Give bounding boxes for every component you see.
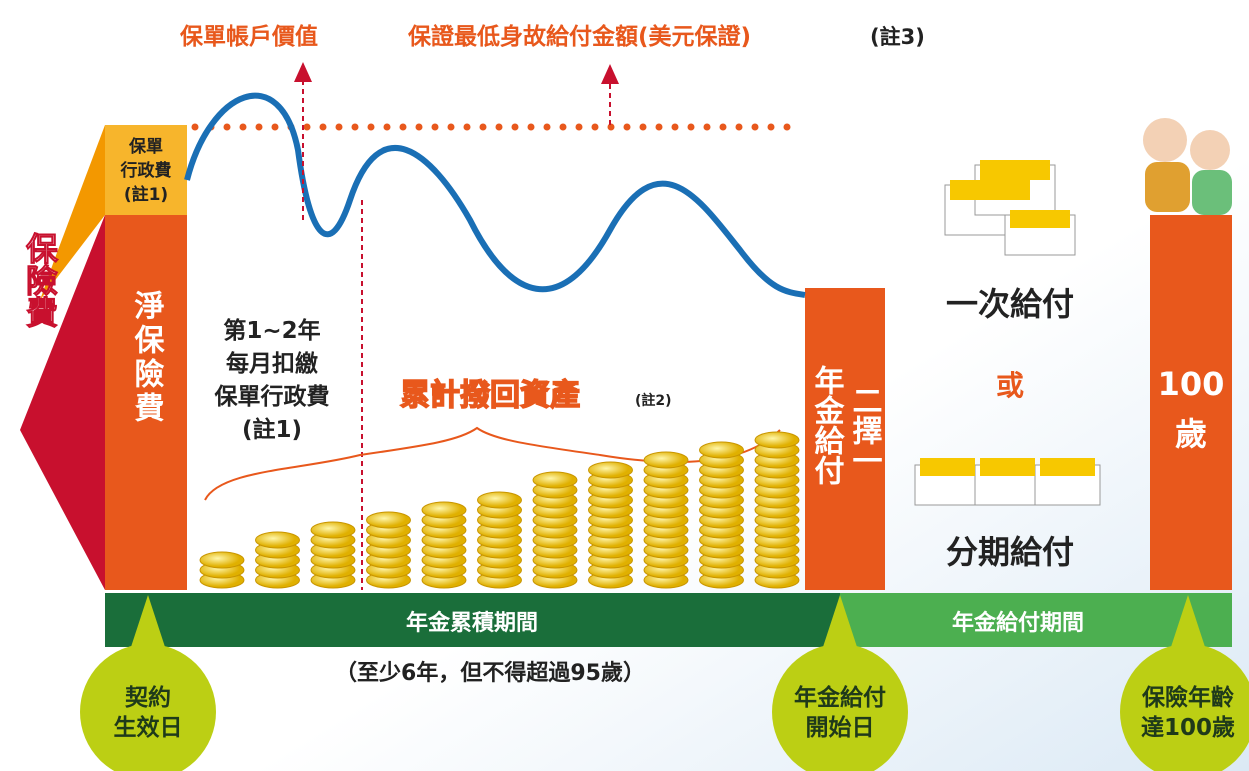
period-note: （至少6年，但不得超過95歲）: [335, 660, 645, 686]
coin: [367, 512, 411, 528]
choose-label: 二擇一: [847, 385, 883, 475]
monthly-fee-line: 每月扣繳: [226, 350, 318, 377]
accumulation-period: 年金累積期間: [406, 610, 538, 636]
milestone-line: 達100歲: [1141, 714, 1235, 741]
milestone-line: 開始日: [806, 714, 875, 741]
premium-label: 保險費: [21, 232, 59, 328]
milestone-line: 契約: [124, 684, 171, 711]
legend-note: (註3): [870, 25, 925, 49]
milestone-line: 年金給付: [794, 684, 886, 711]
cumulative-note: (註2): [635, 392, 672, 409]
monthly-fee-line: 第1~2年: [223, 317, 320, 344]
coin: [256, 532, 300, 548]
age-100-line: 100: [1158, 365, 1225, 403]
cumulative-label: 累計撥回資產: [400, 378, 580, 413]
coin: [200, 552, 244, 568]
milestone-line: 生效日: [114, 714, 183, 741]
monthly-fee-line: 保單行政費: [214, 383, 330, 410]
admin-fee-line: (註1): [124, 184, 168, 205]
coin: [478, 492, 522, 508]
lump-sum: 一次給付: [946, 285, 1074, 323]
background: [0, 0, 1249, 771]
coin: [700, 442, 744, 458]
coin: [311, 522, 355, 538]
coin: [589, 462, 633, 478]
annuity-diagram: 保單帳戶價值 保證最低身故給付金額(美元保證) (註3) 保險費 淨保險費 年金…: [0, 0, 1249, 771]
legend-account-value: 保單帳戶價值: [179, 23, 318, 50]
or: 或: [996, 369, 1024, 402]
milestone-line: 保險年齡: [1141, 684, 1234, 711]
admin-fee-line: 保單: [128, 136, 163, 157]
admin-fee-line: 行政費: [120, 160, 172, 181]
coin: [422, 502, 466, 518]
installment: 分期給付: [946, 533, 1074, 571]
coin: [755, 432, 799, 448]
annuity-payment-label: 年金給付: [809, 365, 846, 485]
monthly-fee-line: (註1): [242, 417, 302, 443]
payout-period: 年金給付期間: [952, 610, 1084, 636]
age-100-line: 歲: [1175, 415, 1207, 453]
legend-guarantee: 保證最低身故給付金額(美元保證): [407, 23, 751, 50]
coin: [644, 452, 688, 468]
net-premium-label: 淨保險費: [129, 290, 165, 426]
coin: [533, 472, 577, 488]
